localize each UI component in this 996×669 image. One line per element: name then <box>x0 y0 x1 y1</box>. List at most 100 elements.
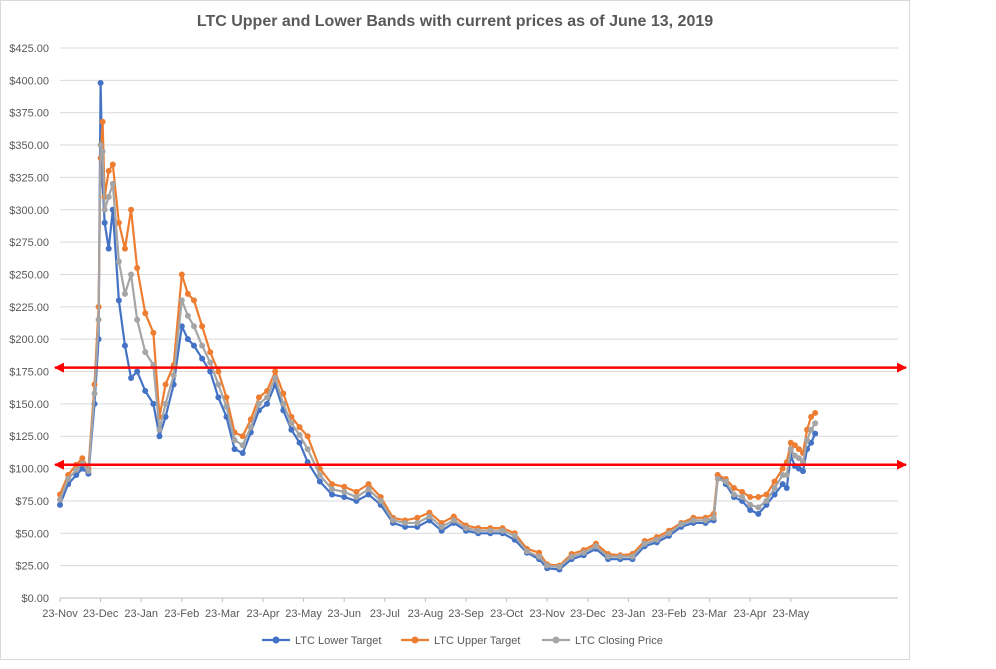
data-point <box>556 563 563 570</box>
y-tick-label: $275.00 <box>9 237 49 249</box>
y-axis-ticks: $0.00 $25.00 $50.00 $75.00 $100.00 $125.00 $15… <box>9 43 49 605</box>
data-point <box>779 481 786 488</box>
data-point <box>121 290 128 297</box>
data-point <box>791 442 798 449</box>
x-tick-label: 23-Nov <box>42 608 78 620</box>
legend-marker <box>411 636 419 644</box>
data-point <box>255 400 262 407</box>
data-point <box>101 206 108 213</box>
data-point <box>755 504 762 511</box>
x-tick-label: 23-Feb <box>164 608 199 620</box>
legend-label: LTC Closing Price <box>575 635 663 647</box>
y-tick-label: $350.00 <box>9 140 49 152</box>
data-point <box>702 517 709 524</box>
y-tick-label: $75.00 <box>15 496 49 508</box>
data-point <box>156 433 163 440</box>
data-point <box>414 514 421 521</box>
data-point <box>755 494 762 501</box>
y-tick-label: $300.00 <box>9 205 49 217</box>
y-tick-label: $125.00 <box>9 431 49 443</box>
x-axis-ticks: 23-Nov 23-Dec 23-Jan 23-Feb 23-Mar 23-Apr 23-M… <box>42 598 810 620</box>
x-tick-label: 23-Feb <box>652 608 687 620</box>
data-point <box>142 349 149 356</box>
data-point <box>463 525 469 532</box>
data-point <box>377 497 384 504</box>
data-point <box>190 342 197 349</box>
data-point <box>280 390 287 397</box>
data-point <box>156 426 163 433</box>
y-tick-label: $400.00 <box>9 75 49 87</box>
series-line <box>58 143 817 569</box>
data-point <box>678 521 685 528</box>
x-tick-label: 23-Apr <box>246 608 279 620</box>
data-point <box>57 501 63 508</box>
data-point <box>162 413 169 420</box>
data-point <box>341 488 348 495</box>
series-line <box>58 120 816 567</box>
data-point <box>272 375 279 381</box>
x-tick-label: 23-Nov <box>529 608 565 620</box>
data-point <box>142 310 149 317</box>
data-point <box>353 494 360 501</box>
data-point <box>771 491 778 498</box>
x-tick-label: 23-Aug <box>408 608 443 620</box>
legend-marker <box>272 636 280 644</box>
data-point <box>365 486 372 493</box>
y-tick-label: $200.00 <box>9 334 49 346</box>
data-point <box>134 265 141 271</box>
data-point <box>101 219 108 226</box>
data-point <box>247 424 254 431</box>
data-point <box>714 475 721 482</box>
data-point <box>115 219 122 226</box>
y-tick-label: $425.00 <box>9 43 49 55</box>
data-point <box>389 517 396 524</box>
x-tick-label: 23-Dec <box>570 608 606 620</box>
data-point <box>199 323 206 330</box>
data-point <box>231 446 238 453</box>
data-point <box>450 517 457 524</box>
data-point <box>215 368 222 375</box>
data-point <box>523 548 530 555</box>
data-point <box>73 466 80 473</box>
data-point <box>592 543 599 550</box>
data-point <box>239 450 246 457</box>
x-tick-label: 23-Apr <box>734 608 767 620</box>
x-tick-label: 23-Mar <box>205 608 240 620</box>
x-tick-label: 23-Jan <box>124 608 158 620</box>
legend: LTC Lower Target LTC Upper Target LTC Clos… <box>262 635 663 647</box>
data-point <box>641 540 648 547</box>
data-point <box>812 430 819 437</box>
data-point <box>747 507 754 513</box>
gridlines <box>60 47 898 599</box>
data-point <box>199 355 206 362</box>
data-point <box>207 349 214 356</box>
data-point <box>115 297 122 304</box>
data-point <box>97 142 104 149</box>
data-point <box>544 562 551 569</box>
x-tick-label: 23-Jul <box>370 608 400 620</box>
data-point <box>304 433 311 440</box>
y-tick-label: $50.00 <box>15 528 49 540</box>
legend-label: LTC Upper Target <box>434 635 520 647</box>
data-point <box>795 446 802 453</box>
chart-title: LTC Upper and Lower Bands with current p… <box>197 13 713 30</box>
data-point <box>365 481 372 488</box>
data-point <box>710 514 717 521</box>
y-tick-label: $250.00 <box>9 269 49 281</box>
data-point <box>223 394 230 401</box>
data-point <box>730 485 737 491</box>
data-point <box>629 553 636 560</box>
x-tick-label: 23-May <box>285 608 322 620</box>
data-point <box>568 553 575 560</box>
data-point <box>804 437 811 444</box>
data-point <box>288 426 295 433</box>
data-point <box>150 400 157 407</box>
y-tick-label: $150.00 <box>9 399 49 411</box>
data-point <box>128 206 135 213</box>
data-point <box>316 478 323 485</box>
data-point <box>653 536 660 543</box>
data-point <box>438 523 445 530</box>
data-point <box>280 400 287 407</box>
data-point <box>105 193 112 200</box>
